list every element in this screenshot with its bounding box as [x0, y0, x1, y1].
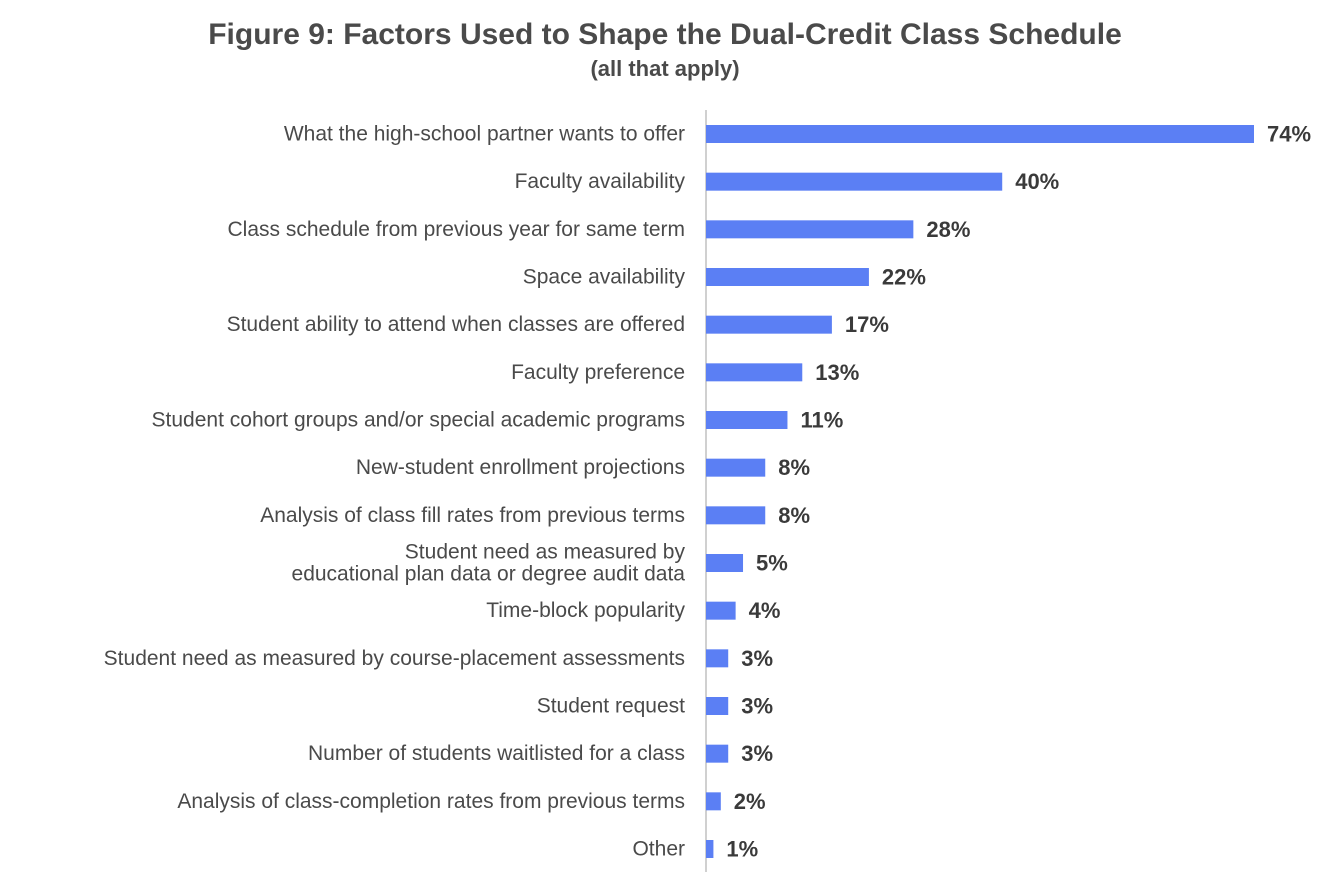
- category-label: Analysis of class fill rates from previo…: [260, 504, 685, 527]
- category-label-line: Number of students waitlisted for a clas…: [308, 742, 685, 765]
- category-label: Student need as measured by educational p…: [292, 541, 686, 586]
- category-label-line: Student need as measured by course-place…: [104, 647, 685, 670]
- bar: [706, 744, 729, 763]
- value-label: 28%: [926, 217, 970, 242]
- category-label: Other: [632, 838, 685, 861]
- value-label: 17%: [845, 312, 889, 337]
- value-label: 4%: [749, 598, 781, 623]
- category-label-line: What the high-school partner wants to of…: [284, 123, 685, 146]
- category-label: Space availability: [523, 266, 686, 289]
- bar: [706, 649, 729, 668]
- category-label-line: Analysis of class-completion rates from …: [177, 790, 685, 813]
- category-label: Student request: [537, 695, 685, 718]
- category-label: Faculty availability: [515, 170, 686, 193]
- bars-group: 74% What the high-school partner wants to…: [104, 122, 1311, 862]
- category-label-line: Space availability: [523, 266, 686, 289]
- chart-title: Figure 9: Factors Used to Shape the Dual…: [208, 18, 1122, 51]
- category-label: What the high-school partner wants to of…: [284, 123, 685, 146]
- category-label-line: Other: [632, 838, 685, 861]
- value-label: 8%: [778, 455, 810, 480]
- bar: [706, 315, 832, 334]
- category-label: Number of students waitlisted for a clas…: [308, 742, 685, 765]
- value-label: 3%: [741, 694, 773, 719]
- value-label: 1%: [726, 837, 758, 862]
- category-label: Time-block popularity: [486, 599, 685, 622]
- bar: [706, 554, 744, 572]
- value-label: 74%: [1267, 122, 1311, 147]
- category-label-line: Student ability to attend when classes a…: [227, 313, 685, 336]
- category-label-line: Analysis of class fill rates from previo…: [260, 504, 685, 527]
- category-label-line: Student need as measured by: [405, 541, 686, 564]
- value-label: 8%: [778, 503, 810, 528]
- chart-subtitle: (all that apply): [590, 56, 740, 81]
- bar: [706, 125, 1254, 143]
- category-label-line: Faculty availability: [515, 170, 686, 193]
- bar: [706, 792, 721, 811]
- value-label: 3%: [741, 646, 773, 671]
- value-label: 2%: [734, 789, 766, 814]
- bar: [706, 172, 1003, 191]
- bar: [706, 268, 869, 286]
- value-label: 13%: [815, 360, 859, 385]
- category-label-line: educational plan data or degree audit da…: [292, 563, 686, 586]
- bar: [706, 220, 914, 239]
- category-label-line: Student cohort groups and/or special aca…: [152, 409, 685, 432]
- category-label-line: Time-block popularity: [486, 599, 685, 622]
- bar: [706, 458, 766, 477]
- category-label: Faculty preference: [511, 361, 685, 384]
- value-label: 3%: [741, 741, 773, 766]
- bar: [706, 506, 766, 525]
- category-label-line: New-student enrollment projections: [356, 456, 685, 479]
- bar: [706, 697, 729, 715]
- bar: [706, 411, 788, 429]
- value-label: 22%: [882, 265, 926, 290]
- category-label: Analysis of class-completion rates from …: [177, 790, 685, 813]
- category-label: Student need as measured by course-place…: [104, 647, 685, 670]
- category-label-line: Student request: [537, 695, 685, 718]
- category-label: New-student enrollment projections: [356, 456, 685, 479]
- category-label-line: Class schedule from previous year for sa…: [228, 218, 686, 241]
- category-label: Student cohort groups and/or special aca…: [152, 409, 685, 432]
- bar: [706, 601, 736, 620]
- bar: [706, 363, 803, 382]
- value-label: 40%: [1015, 169, 1059, 194]
- category-label: Student ability to attend when classes a…: [227, 313, 685, 336]
- bar: [706, 840, 714, 858]
- value-label: 11%: [800, 408, 843, 433]
- value-label: 5%: [756, 551, 788, 576]
- category-label-line: Faculty preference: [511, 361, 685, 384]
- category-label: Class schedule from previous year for sa…: [228, 218, 686, 241]
